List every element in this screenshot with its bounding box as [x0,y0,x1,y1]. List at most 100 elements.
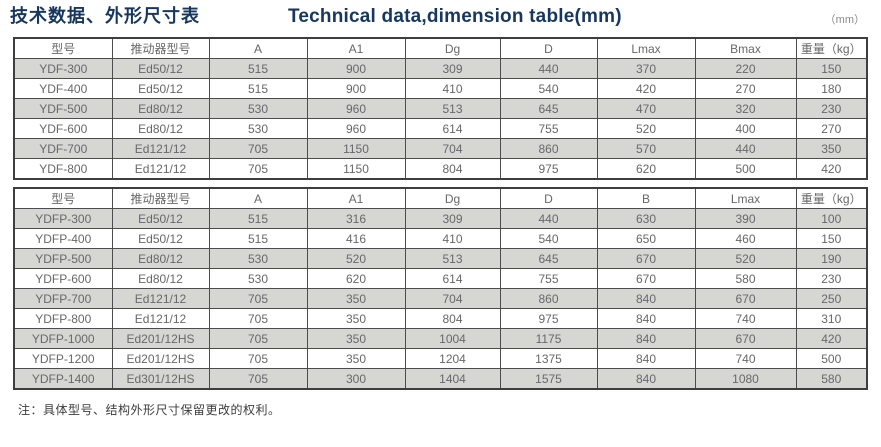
column-header: 推动器型号 [111,37,210,59]
table-cell: 670 [596,248,696,269]
table-cell: 1575 [499,368,598,390]
table-row: YDF-800 Ed121/12 705 1150 804 975 620 500 420 [13,158,868,180]
ydfp-dimension-table: 型号 推动器型号 A A1 Dg D B Lmax 重量（kg） YDFP-300 Ed50/12 5… [13,187,868,390]
table-cell: Ed80/12 [111,248,210,269]
table-cell: 440 [694,138,797,159]
table-cell: 705 [208,288,308,309]
table-cell: 250 [795,288,868,309]
column-header: B [596,187,696,209]
table-cell: 975 [499,158,598,180]
table-row: YDFP-700 Ed121/12 705 350 704 860 840 670 250 [13,288,868,309]
column-header: A1 [306,37,406,59]
page-title-english: Technical data,dimension table(mm) [288,6,622,27]
table-cell: 530 [208,248,308,269]
table-cell: YDF-300 [13,58,113,79]
table-cell: Ed201/12HS [111,348,210,369]
table-cell: 1175 [499,328,598,349]
table-cell: 570 [596,138,696,159]
table-cell: YDF-700 [13,138,113,159]
ydf-dimension-table: 型号 推动器型号 A A1 Dg D Lmax Bmax 重量（kg） YDF-300 Ed50/1… [13,37,868,180]
table-cell: 309 [404,208,501,229]
table-cell: 705 [208,138,308,159]
table-cell: 150 [795,58,868,79]
table-cell: 513 [404,248,501,269]
table-cell: 645 [499,248,598,269]
table-cell: 530 [208,268,308,289]
table-cell: 300 [306,368,406,390]
column-header: Lmax [694,187,797,209]
table-cell: 230 [795,98,868,119]
table-cell: 400 [694,118,797,139]
table-cell: 804 [404,308,501,329]
column-header: 重量（kg） [795,187,868,209]
table-cell: 310 [795,308,868,329]
table-cell: 350 [306,288,406,309]
column-header: D [499,187,598,209]
table-cell: 420 [596,78,696,99]
table-cell: 620 [596,158,696,180]
table-cell: 515 [208,78,308,99]
table-cell: YDFP-800 [13,308,113,329]
table-row: YDF-300 Ed50/12 515 900 309 440 370 220 150 [13,58,868,79]
table-cell: 470 [596,98,696,119]
table-cell: 840 [596,368,696,390]
table-cell: 500 [795,348,868,369]
table-cell: 420 [795,158,868,180]
table-cell: 900 [306,58,406,79]
table-cell: 520 [596,118,696,139]
table-cell: Ed121/12 [111,308,210,329]
table-cell: 1150 [306,138,406,159]
table-row: YDF-500 Ed80/12 530 960 513 645 470 320 230 [13,98,868,119]
table-cell: 975 [499,308,598,329]
table-cell: Ed121/12 [111,158,210,180]
table-cell: 513 [404,98,501,119]
table-cell: 100 [795,208,868,229]
table-row: YDFP-300 Ed50/12 515 316 309 440 630 390 100 [13,208,868,229]
unit-note: （mm） [824,14,865,26]
table-cell: 230 [795,268,868,289]
table-cell: YDFP-400 [13,228,113,249]
table-cell: 350 [306,348,406,369]
table-cell: YDFP-700 [13,288,113,309]
table-cell: 515 [208,228,308,249]
table-row: YDF-600 Ed80/12 530 960 614 755 520 400 270 [13,118,868,139]
footnote: 注：具体型号、结构外形尺寸保留更改的权利。 [18,403,281,417]
table-cell: 270 [795,118,868,139]
table-cell: 1404 [404,368,501,390]
table-cell: 804 [404,158,501,180]
table-cell: 316 [306,208,406,229]
table-cell: Ed50/12 [111,228,210,249]
table-cell: 840 [596,308,696,329]
table-cell: 1375 [499,348,598,369]
table-cell: 860 [499,288,598,309]
column-header: D [499,37,598,59]
table-cell: YDF-600 [13,118,113,139]
table-cell: 740 [694,348,797,369]
table-cell: 614 [404,118,501,139]
table-cell: 704 [404,288,501,309]
table-cell: 1150 [306,158,406,180]
column-header: 型号 [13,187,113,209]
header-row: 型号 推动器型号 A A1 Dg D Lmax Bmax 重量（kg） [13,37,868,59]
table-cell: 960 [306,118,406,139]
table-cell: 190 [795,248,868,269]
table-cell: 705 [208,308,308,329]
table-cell: 270 [694,78,797,99]
table-cell: 530 [208,118,308,139]
table-cell: 180 [795,78,868,99]
table-row: YDFP-1000 Ed201/12HS 705 350 1004 1175 840 670 4… [13,328,868,349]
table-cell: 860 [499,138,598,159]
table-cell: 530 [208,98,308,119]
table-cell: 755 [499,268,598,289]
table-cell: 705 [208,368,308,390]
table-cell: Ed201/12HS [111,328,210,349]
table-cell: 410 [404,78,501,99]
page-header: 技术数据、外形尺寸表 Technical data,dimension tabl… [0,0,881,30]
table-cell: 350 [306,308,406,329]
table-cell: 620 [306,268,406,289]
table-cell: 520 [694,248,797,269]
table-row: YDF-400 Ed50/12 515 900 410 540 420 270 180 [13,78,868,99]
table-cell: YDFP-1400 [13,368,113,390]
table-cell: 460 [694,228,797,249]
table-cell: Ed301/12HS [111,368,210,390]
